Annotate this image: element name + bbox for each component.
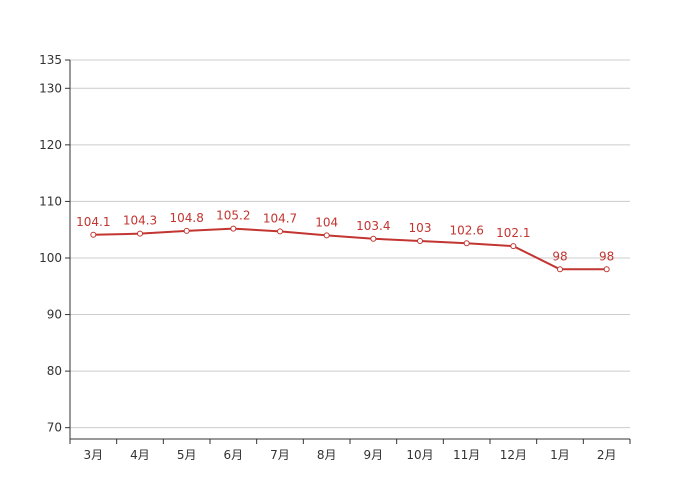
- y-tick-label: 110: [39, 194, 62, 208]
- x-tick-label: 3月: [84, 448, 104, 462]
- data-label: 102.1: [496, 226, 530, 240]
- grid-lines: [70, 59, 630, 429]
- data-label: 103: [409, 221, 432, 235]
- data-label: 98: [599, 249, 614, 263]
- y-tick-label: 70: [47, 421, 62, 435]
- y-tick-label: 120: [39, 138, 62, 152]
- data-labels: 104.1 104.3 104.8 105.2 104.7 104 103.4 103 102.…: [76, 209, 614, 264]
- data-point[interactable]: [183, 227, 190, 234]
- x-tick-label: 9月: [364, 448, 384, 462]
- y-axis: 70 80 90 100 110 120 130 135: [39, 53, 71, 439]
- data-label: 98: [552, 249, 567, 263]
- series-line: [93, 227, 607, 271]
- data-label: 104.8: [169, 211, 203, 225]
- data-label: 104.3: [123, 214, 157, 228]
- data-label: 104: [315, 215, 338, 229]
- data-point[interactable]: [230, 225, 237, 232]
- x-tick-label: 5月: [177, 448, 197, 462]
- y-tick-label: 130: [39, 81, 62, 95]
- x-tick-label: 12月: [500, 448, 527, 462]
- data-point[interactable]: [90, 231, 97, 238]
- y-tick-label: 90: [47, 308, 62, 322]
- y-tick-label: 100: [39, 251, 62, 265]
- x-axis: 3月 4月 5月 6月 7月 8月 9月 10月 11月 12月 1月 2月: [69, 438, 631, 462]
- y-tick-label: 135: [39, 53, 62, 67]
- data-label: 102.6: [449, 223, 483, 237]
- data-point[interactable]: [370, 235, 377, 242]
- data-label: 103.4: [356, 219, 390, 233]
- data-point[interactable]: [510, 243, 517, 250]
- data-point[interactable]: [137, 230, 143, 237]
- data-point[interactable]: [603, 266, 610, 273]
- data-point[interactable]: [277, 228, 283, 235]
- data-label: 105.2: [216, 209, 250, 223]
- data-point[interactable]: [417, 238, 423, 245]
- x-tick-label: 7月: [270, 448, 290, 462]
- data-point[interactable]: [463, 240, 470, 247]
- series-group: [90, 225, 610, 273]
- x-tick-label: 1月: [550, 448, 570, 462]
- x-tick-label: 11月: [453, 448, 480, 462]
- x-tick-label: 4月: [130, 448, 150, 462]
- x-tick-label: 6月: [224, 448, 244, 462]
- data-point[interactable]: [557, 266, 563, 273]
- x-tick-label: 8月: [317, 448, 337, 462]
- x-tick-label: 2月: [597, 448, 617, 462]
- data-label: 104.7: [263, 211, 297, 225]
- data-point[interactable]: [323, 232, 330, 239]
- x-tick-label: 10月: [406, 448, 433, 462]
- y-tick-label: 80: [47, 364, 62, 378]
- data-label: 104.1: [76, 215, 110, 229]
